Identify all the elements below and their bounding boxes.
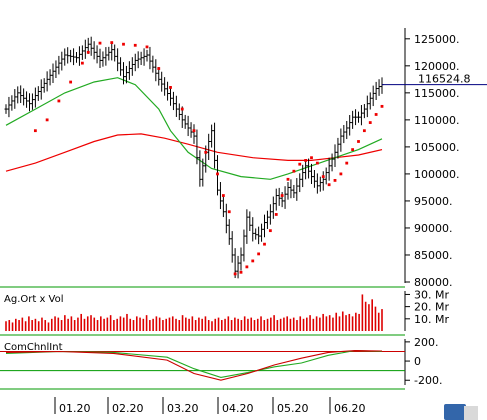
sar-dot-24 (263, 242, 266, 246)
indicator-line-1 (5, 349, 383, 381)
sar-dot-8 (122, 42, 125, 46)
price-tick-label-0: 125000. (414, 33, 460, 46)
volume-panel: Ag.Ort x Vol (4, 294, 383, 331)
sar-dot-3 (69, 80, 73, 84)
sar-dot-26 (274, 213, 278, 216)
sar-dot-29 (292, 169, 296, 173)
sar-dot-4 (80, 61, 84, 65)
sar-dot-25 (268, 229, 272, 233)
short-ma-line (5, 77, 383, 180)
indicator-tick-label-1: 0 (414, 355, 421, 368)
sar-dot-7 (110, 41, 114, 44)
month-label-0: 01.20 (59, 402, 91, 415)
sar-dot-42 (368, 121, 372, 124)
volume-panel-label: Ag.Ort x Vol (4, 294, 64, 305)
sar-dot-13 (180, 107, 184, 111)
sar-dot-20 (239, 270, 243, 274)
sar-dot-32 (310, 156, 313, 160)
sar-dot-17 (221, 194, 225, 197)
indicator-panel: ComChnlInt (0, 342, 405, 381)
sar-dot-37 (339, 172, 343, 176)
sar-dot-22 (251, 259, 255, 263)
month-label-5: 06.20 (334, 402, 366, 415)
sar-dot-31 (304, 159, 308, 162)
sar-dot-19 (233, 272, 237, 276)
short-moving-average (5, 77, 383, 180)
logo-icon (444, 404, 478, 420)
sar-dot-43 (374, 113, 378, 116)
volume-tick-label-2: 10. Mr (414, 313, 449, 326)
price-tick-label-5: 100000. (414, 168, 460, 181)
long-moving-average (5, 133, 383, 172)
sar-dot-38 (345, 161, 349, 165)
indicator-line-0 (5, 349, 383, 378)
month-label-3: 04.20 (222, 402, 254, 415)
indicator-panel-label: ComChnlInt (4, 342, 63, 353)
last-price-marker: 116524.8 (382, 73, 487, 86)
sar-dot-14 (192, 129, 196, 133)
sar-dot-44 (380, 104, 384, 108)
month-label-4: 05.20 (277, 402, 309, 415)
price-tick-label-1: 120000. (414, 60, 460, 73)
volume-tick-label-1: 20. Mr (414, 301, 449, 314)
sar-dot-30 (298, 162, 302, 166)
sar-dot-21 (245, 265, 249, 269)
price-tick-label-4: 105000. (414, 141, 460, 154)
sar-dot-36 (333, 179, 337, 182)
sar-dot-39 (351, 148, 355, 151)
price-tick-label-6: 95000. (414, 195, 453, 208)
parabolic-sar-dots (33, 41, 384, 276)
sar-dot-6 (98, 41, 102, 45)
sar-dot-27 (280, 194, 284, 197)
month-label-1: 02.20 (112, 402, 144, 415)
month-axis: 01.20 02.20 03.20 04.20 05.20 06.20 (54, 397, 366, 415)
indicator-tick-label-0: 200. (414, 336, 439, 349)
price-tick-label-8: 85000. (414, 249, 453, 262)
sar-dot-11 (157, 67, 161, 70)
sar-dot-41 (362, 129, 366, 133)
sar-dot-5 (86, 50, 90, 54)
sar-dot-12 (169, 86, 172, 89)
price-tick-label-7: 90000. (414, 222, 453, 235)
indicator-tick-labels: 200. 0 -200. (405, 336, 442, 387)
volume-tick-label-0: 30. Mr (414, 288, 449, 301)
sar-dot-16 (216, 172, 219, 176)
sar-dot-28 (286, 177, 290, 181)
sar-dot-2 (57, 99, 61, 103)
indicator-tick-label-2: -200. (414, 374, 442, 387)
price-bars (4, 36, 384, 279)
sar-dot-18 (227, 210, 231, 214)
sar-dot-0 (33, 129, 37, 133)
sar-dot-1 (45, 118, 49, 122)
sar-dot-35 (327, 183, 331, 187)
sar-dot-10 (145, 45, 149, 49)
sar-dot-9 (133, 43, 137, 47)
sar-dot-40 (357, 140, 360, 143)
last-price-label: 116524.8 (418, 73, 471, 86)
sar-dot-34 (321, 175, 325, 179)
price-tick-label-9: 80000. (414, 276, 453, 289)
sar-dot-15 (204, 150, 208, 154)
long-ma-line (5, 133, 383, 172)
price-tick-labels: 125000. 120000. 115000. 110000. 105000. 10000… (405, 33, 460, 289)
month-label-2: 03.20 (167, 402, 199, 415)
price-tick-label-3: 110000. (414, 114, 460, 127)
price-tick-label-2: 115000. (414, 87, 460, 100)
sar-dot-23 (257, 252, 261, 256)
sar-dot-33 (315, 161, 319, 165)
